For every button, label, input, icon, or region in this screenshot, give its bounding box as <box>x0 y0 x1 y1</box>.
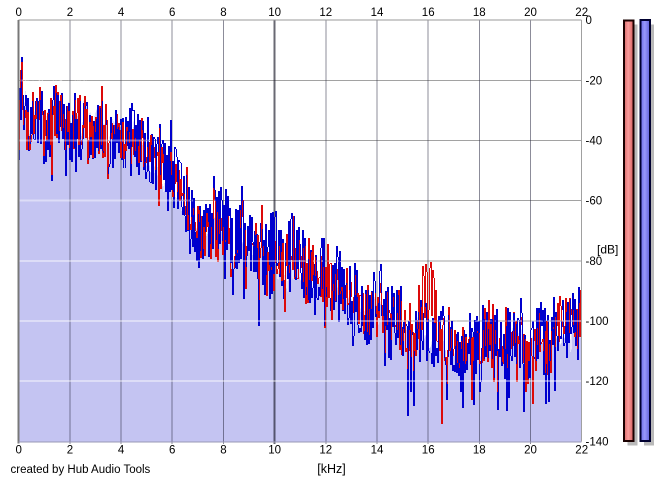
svg-text:12: 12 <box>319 7 332 19</box>
svg-text:-20: -20 <box>586 75 603 87</box>
svg-text:14: 14 <box>371 7 384 19</box>
svg-text:-60: -60 <box>586 196 603 208</box>
svg-text:[kHz]: [kHz] <box>317 462 345 476</box>
svg-text:2: 2 <box>67 7 73 19</box>
svg-text:-100: -100 <box>586 316 609 328</box>
svg-text:16: 16 <box>422 7 435 19</box>
svg-text:[dB]: [dB] <box>597 243 618 257</box>
svg-text:20: 20 <box>524 7 537 19</box>
svg-text:-80: -80 <box>586 256 603 268</box>
svg-text:0: 0 <box>15 7 21 19</box>
svg-text:10: 10 <box>268 7 281 19</box>
svg-text:8: 8 <box>220 7 226 19</box>
svg-text:6: 6 <box>169 445 175 457</box>
svg-text:6: 6 <box>169 7 175 19</box>
svg-text:18: 18 <box>473 445 486 457</box>
svg-text:2: 2 <box>67 445 73 457</box>
svg-text:10: 10 <box>268 445 281 457</box>
svg-text:12: 12 <box>319 445 332 457</box>
svg-text:22: 22 <box>575 445 588 457</box>
svg-text:22: 22 <box>575 7 588 19</box>
svg-text:4: 4 <box>118 7 125 19</box>
svg-text:-140: -140 <box>586 436 609 448</box>
svg-text:4: 4 <box>118 445 125 457</box>
svg-text:0: 0 <box>15 445 21 457</box>
svg-text:14: 14 <box>371 445 384 457</box>
svg-text:-40: -40 <box>586 136 603 148</box>
svg-text:8: 8 <box>220 445 226 457</box>
svg-text:20: 20 <box>524 445 537 457</box>
svg-text:0: 0 <box>586 15 592 27</box>
svg-text:-120: -120 <box>586 376 609 388</box>
svg-text:created by Hub Audio Tools: created by Hub Audio Tools <box>11 464 151 476</box>
svg-text:16: 16 <box>422 445 435 457</box>
svg-text:18: 18 <box>473 7 486 19</box>
